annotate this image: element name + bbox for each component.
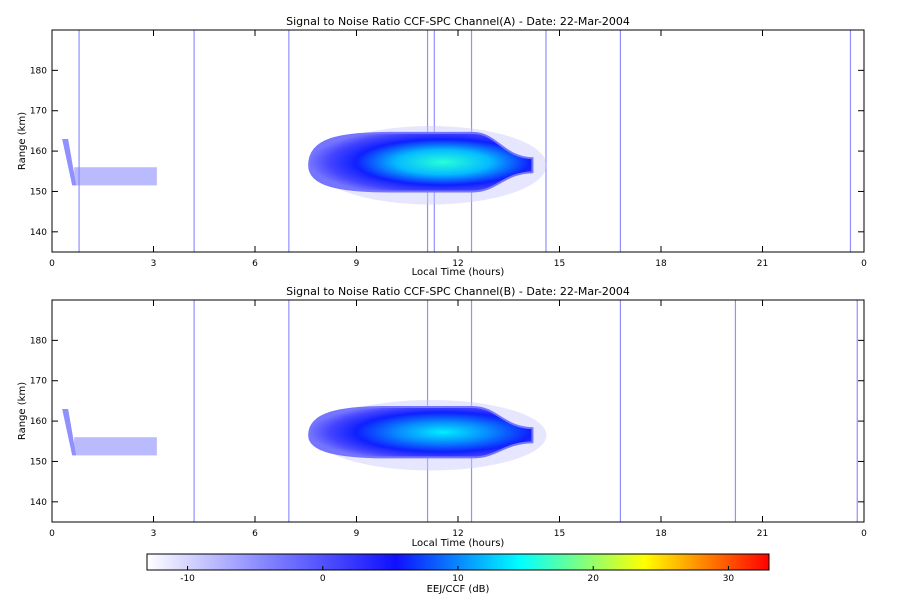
x-tick-label: 9 bbox=[354, 259, 360, 269]
x-tick-label: 6 bbox=[252, 259, 258, 269]
x-tick-label: 21 bbox=[757, 259, 768, 269]
panel-b-plot-area bbox=[62, 300, 858, 522]
y-tick-label: 160 bbox=[30, 417, 47, 427]
y-tick-label: 150 bbox=[30, 457, 47, 467]
x-tick-label: 12 bbox=[452, 529, 463, 539]
colorbar-tick-label: 10 bbox=[452, 574, 464, 584]
x-tick-label: 12 bbox=[452, 259, 463, 269]
colorbar-tick-label: 30 bbox=[723, 574, 735, 584]
colorbar-ticks: -10 0 10 20 30 bbox=[180, 566, 734, 584]
x-tick-label: 0 bbox=[861, 259, 867, 269]
panel-a-plot-area bbox=[62, 30, 852, 252]
x-tick-label: 0 bbox=[49, 259, 55, 269]
y-tick-label: 160 bbox=[30, 147, 47, 157]
y-tick-label: 140 bbox=[30, 498, 47, 508]
echo-main bbox=[308, 131, 534, 193]
panel-a-xlabel: Local Time (hours) bbox=[412, 267, 505, 278]
echo-early bbox=[74, 437, 157, 456]
x-tick-label: 0 bbox=[861, 529, 867, 539]
panel-b-title: Signal to Noise Ratio CCF-SPC Channel(B)… bbox=[286, 285, 630, 298]
x-tick-label: 18 bbox=[655, 529, 667, 539]
x-tick-label: 15 bbox=[554, 529, 565, 539]
echo-early-tail bbox=[62, 408, 77, 456]
panel-b: Signal to Noise Ratio CCF-SPC Channel(B)… bbox=[17, 285, 867, 549]
x-tick-label: 21 bbox=[757, 529, 768, 539]
panel-b-ylabel: Range (km) bbox=[17, 382, 28, 440]
x-tick-label: 0 bbox=[49, 529, 55, 539]
x-tick-label: 3 bbox=[151, 529, 157, 539]
x-tick-label: 6 bbox=[252, 529, 258, 539]
panel-a-axis: 0 3 6 9 12 15 18 21 0 140 150 160 170 180 bbox=[30, 30, 867, 269]
y-tick-label: 170 bbox=[30, 377, 47, 387]
panel-b-axis: 0 3 6 9 12 15 18 21 0 140 150 160 170 180 bbox=[30, 300, 867, 539]
y-tick-label: 180 bbox=[30, 336, 47, 346]
y-tick-label: 150 bbox=[30, 187, 47, 197]
colorbar-tick-label: -10 bbox=[180, 574, 195, 584]
x-tick-label: 3 bbox=[151, 259, 157, 269]
x-tick-label: 15 bbox=[554, 259, 565, 269]
echo-early-tail bbox=[62, 138, 77, 186]
y-tick-label: 180 bbox=[30, 66, 47, 76]
y-tick-label: 140 bbox=[30, 228, 47, 238]
panel-a-title: Signal to Noise Ratio CCF-SPC Channel(A)… bbox=[286, 15, 630, 28]
panel-a-ylabel: Range (km) bbox=[17, 112, 28, 170]
colorbar-tick-label: 20 bbox=[587, 574, 599, 584]
colorbar-tick-label: 0 bbox=[320, 574, 326, 584]
x-tick-label: 18 bbox=[655, 259, 667, 269]
echo-main bbox=[308, 405, 534, 459]
echo-early bbox=[74, 167, 157, 186]
x-tick-label: 9 bbox=[354, 529, 360, 539]
colorbar-label: EEJ/CCF (dB) bbox=[427, 584, 490, 595]
y-tick-label: 170 bbox=[30, 107, 47, 117]
colorbar: -10 0 10 20 30 EEJ/CCF (dB) bbox=[146, 553, 770, 595]
panel-b-xlabel: Local Time (hours) bbox=[412, 538, 505, 549]
panel-a: Signal to Noise Ratio CCF-SPC Channel(A)… bbox=[17, 15, 867, 278]
